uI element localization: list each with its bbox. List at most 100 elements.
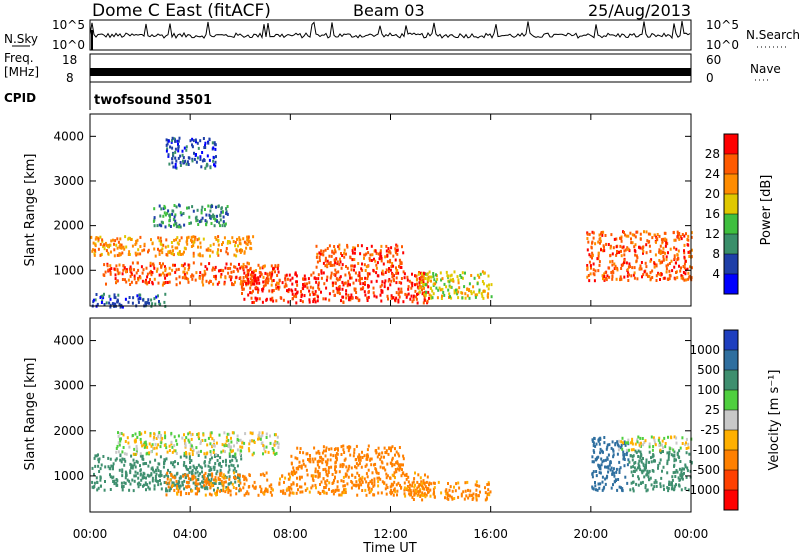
range-time-cell (425, 488, 428, 492)
range-time-cell (218, 482, 221, 485)
range-time-cell (417, 490, 420, 494)
range-time-cell (325, 472, 328, 476)
range-time-cell (689, 460, 692, 463)
range-time-cell (646, 470, 649, 474)
range-time-cell (301, 300, 304, 304)
range-time-cell (243, 240, 246, 244)
range-time-cell (343, 488, 345, 492)
range-time-cell (170, 241, 173, 244)
range-time-cell (432, 282, 435, 286)
range-time-cell (638, 464, 641, 468)
range-time-cell (597, 438, 600, 442)
range-time-cell (372, 291, 375, 295)
range-time-cell (266, 272, 269, 276)
range-time-cell (357, 262, 360, 265)
range-time-cell (150, 444, 153, 448)
range-time-cell (412, 498, 415, 501)
range-time-cell (389, 283, 392, 287)
range-time-cell (199, 442, 202, 445)
range-time-cell (230, 481, 233, 485)
range-time-cell (372, 493, 375, 497)
range-time-cell (411, 481, 414, 485)
range-time-cell (396, 461, 399, 465)
range-time-cell (364, 293, 367, 297)
range-time-cell (449, 274, 452, 278)
range-time-cell (283, 480, 285, 484)
range-time-cell (645, 460, 648, 464)
range-time-cell (218, 433, 221, 437)
range-time-cell (148, 301, 151, 305)
range-time-cell (179, 493, 182, 497)
range-time-cell (154, 302, 157, 306)
range-time-cell (490, 295, 493, 299)
range-time-cell (428, 483, 430, 487)
range-time-cell (586, 248, 589, 252)
range-time-cell (200, 165, 203, 169)
range-time-cell (189, 461, 191, 464)
range-time-cell (660, 443, 663, 447)
range-time-cell (127, 278, 130, 282)
range-time-cell (589, 272, 592, 276)
range-time-cell (656, 233, 659, 236)
range-time-cell (179, 154, 182, 158)
range-time-cell (306, 487, 309, 491)
range-time-cell (590, 255, 593, 259)
range-time-cell (112, 465, 114, 468)
range-time-cell (355, 458, 358, 461)
range-time-cell (421, 292, 424, 296)
range-time-cell (231, 454, 234, 458)
range-time-cell (370, 463, 373, 467)
range-time-cell (389, 461, 392, 465)
range-time-cell (333, 478, 335, 482)
range-time-cell (175, 222, 178, 226)
range-time-cell (175, 225, 178, 229)
range-time-cell (191, 145, 194, 149)
range-time-cell (269, 490, 272, 494)
range-time-cell (453, 289, 456, 293)
range-time-cell (327, 471, 330, 474)
range-time-cell (247, 278, 250, 281)
range-time-cell (109, 270, 112, 274)
range-time-cell (447, 279, 450, 283)
range-time-cell (635, 451, 638, 455)
range-time-cell (211, 141, 214, 145)
range-time-cell (394, 490, 397, 494)
range-time-cell (457, 278, 460, 282)
range-time-cell (308, 459, 311, 463)
range-time-cell (196, 478, 199, 482)
range-time-cell (226, 252, 229, 256)
range-time-cell (277, 446, 280, 449)
range-time-cell (344, 491, 347, 494)
range-time-cell (662, 255, 665, 258)
range-time-cell (148, 487, 151, 491)
range-time-cell (430, 296, 433, 300)
range-time-cell (639, 450, 642, 454)
range-time-cell (334, 460, 337, 464)
range-time-cell (343, 255, 346, 259)
range-time-cell (316, 470, 319, 474)
range-time-cell (145, 476, 147, 480)
range-time-cell (366, 277, 369, 281)
range-time-cell (655, 484, 658, 488)
range-time-cell (654, 443, 657, 447)
range-time-cell (409, 483, 411, 487)
range-time-cell (394, 453, 396, 457)
range-time-cell (596, 488, 599, 492)
range-time-cell (380, 244, 383, 248)
range-time-cell (374, 462, 377, 466)
range-time-cell (334, 258, 337, 262)
range-time-cell (320, 276, 323, 280)
range-time-cell (340, 266, 343, 270)
range-time-cell (630, 470, 633, 474)
range-time-cell (397, 292, 400, 296)
range-time-cell (213, 478, 215, 482)
range-time-cell (159, 479, 161, 482)
range-time-cell (117, 434, 120, 438)
range-time-cell (681, 477, 684, 481)
range-time-cell (209, 473, 212, 477)
range-time-cell (648, 445, 651, 449)
range-time-cell (246, 269, 249, 273)
range-time-cell (419, 489, 422, 493)
range-time-cell (94, 298, 97, 302)
range-time-cell (334, 454, 337, 458)
